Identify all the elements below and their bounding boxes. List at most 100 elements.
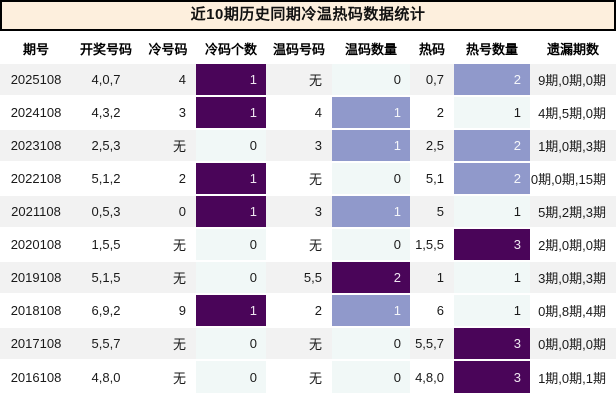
cold-count-cell: 1	[196, 62, 266, 96]
warm-numbers-cell: 3	[266, 194, 332, 228]
table-row: 2023108 2,5,3 无 0 3 1 2,5 2 1期,0期,3期	[0, 128, 616, 162]
omission-cell: 0期,8期,4期	[530, 293, 616, 327]
cold-numbers-cell: 无	[140, 260, 196, 294]
warm-count-cell: 0	[332, 227, 410, 261]
draw-numbers-cell: 5,1,2	[72, 161, 140, 195]
hot-count-cell: 1	[454, 194, 530, 228]
warm-numbers-cell: 无	[266, 161, 332, 195]
cold-warm-hot-stats-table: 期号 开奖号码 冷号码 冷码个数 温码号码 温码数量 热码 热号数量 遗漏期数 2025108 4…	[0, 35, 616, 393]
column-header-8: 遗漏期数	[530, 35, 616, 63]
warm-numbers-cell: 4	[266, 95, 332, 129]
table-body: 2025108 4,0,7 4 1 无 0 0,7 2 9期,0期,0期 2024108 4,3,2…	[0, 62, 616, 393]
cold-count-cell: 0	[196, 128, 266, 162]
hot-numbers-cell: 0,7	[410, 62, 454, 96]
draw-numbers-cell: 5,5,7	[72, 326, 140, 360]
period-cell: 2025108	[0, 62, 72, 96]
draw-numbers-cell: 1,5,5	[72, 227, 140, 261]
period-cell: 2017108	[0, 326, 72, 360]
cold-numbers-cell: 无	[140, 128, 196, 162]
cold-numbers-cell: 3	[140, 95, 196, 129]
column-header-6: 热码	[410, 35, 454, 63]
table-row: 2019108 5,1,5 无 0 5,5 2 1 1 3期,0期,3期	[0, 260, 616, 294]
omission-cell: 5期,2期,3期	[530, 194, 616, 228]
cold-count-cell: 0	[196, 359, 266, 393]
warm-numbers-cell: 无	[266, 227, 332, 261]
page-title: 近10期历史同期冷温热码数据统计	[0, 0, 616, 31]
omission-cell: 1期,0期,1期	[530, 359, 616, 393]
hot-count-cell: 2	[454, 128, 530, 162]
cold-numbers-cell: 无	[140, 326, 196, 360]
hot-count-cell: 3	[454, 326, 530, 360]
omission-cell: 0期,0期,15期	[530, 161, 616, 195]
cold-count-cell: 1	[196, 95, 266, 129]
cold-count-cell: 1	[196, 194, 266, 228]
warm-numbers-cell: 2	[266, 293, 332, 327]
warm-count-cell: 1	[332, 293, 410, 327]
period-cell: 2021108	[0, 194, 72, 228]
cold-count-cell: 1	[196, 293, 266, 327]
column-header-3: 冷码个数	[196, 35, 266, 63]
period-cell: 2022108	[0, 161, 72, 195]
warm-count-cell: 0	[332, 62, 410, 96]
omission-cell: 0期,0期,0期	[530, 326, 616, 360]
omission-cell: 1期,0期,3期	[530, 128, 616, 162]
column-header-0: 期号	[0, 35, 72, 63]
cold-count-cell: 0	[196, 227, 266, 261]
cold-numbers-cell: 无	[140, 359, 196, 393]
warm-count-cell: 1	[332, 95, 410, 129]
draw-numbers-cell: 2,5,3	[72, 128, 140, 162]
cold-count-cell: 0	[196, 260, 266, 294]
hot-numbers-cell: 5,5,7	[410, 326, 454, 360]
omission-cell: 4期,5期,0期	[530, 95, 616, 129]
warm-numbers-cell: 5,5	[266, 260, 332, 294]
draw-numbers-cell: 0,5,3	[72, 194, 140, 228]
hot-count-cell: 3	[454, 359, 530, 393]
warm-count-cell: 0	[332, 161, 410, 195]
hot-numbers-cell: 1,5,5	[410, 227, 454, 261]
period-cell: 2023108	[0, 128, 72, 162]
warm-numbers-cell: 无	[266, 62, 332, 96]
period-cell: 2016108	[0, 359, 72, 393]
table-row: 2017108 5,5,7 无 0 无 0 5,5,7 3 0期,0期,0期	[0, 326, 616, 360]
table-row: 2022108 5,1,2 2 1 无 0 5,1 2 0期,0期,15期	[0, 161, 616, 195]
hot-count-cell: 1	[454, 95, 530, 129]
warm-count-cell: 1	[332, 194, 410, 228]
table-row: 2018108 6,9,2 9 1 2 1 6 1 0期,8期,4期	[0, 293, 616, 327]
table-row: 2025108 4,0,7 4 1 无 0 0,7 2 9期,0期,0期	[0, 62, 616, 96]
draw-numbers-cell: 6,9,2	[72, 293, 140, 327]
column-header-7: 热号数量	[454, 35, 530, 63]
hot-numbers-cell: 6	[410, 293, 454, 327]
omission-cell: 3期,0期,3期	[530, 260, 616, 294]
hot-numbers-cell: 1	[410, 260, 454, 294]
draw-numbers-cell: 5,1,5	[72, 260, 140, 294]
table-row: 2021108 0,5,3 0 1 3 1 5 1 5期,2期,3期	[0, 194, 616, 228]
column-header-1: 开奖号码	[72, 35, 140, 63]
cold-numbers-cell: 4	[140, 62, 196, 96]
period-cell: 2020108	[0, 227, 72, 261]
draw-numbers-cell: 4,8,0	[72, 359, 140, 393]
warm-count-cell: 1	[332, 128, 410, 162]
hot-numbers-cell: 2	[410, 95, 454, 129]
hot-count-cell: 2	[454, 161, 530, 195]
warm-numbers-cell: 无	[266, 326, 332, 360]
cold-numbers-cell: 2	[140, 161, 196, 195]
warm-numbers-cell: 3	[266, 128, 332, 162]
draw-numbers-cell: 4,0,7	[72, 62, 140, 96]
hot-numbers-cell: 5	[410, 194, 454, 228]
hot-count-cell: 3	[454, 227, 530, 261]
cold-numbers-cell: 0	[140, 194, 196, 228]
warm-numbers-cell: 无	[266, 359, 332, 393]
cold-count-cell: 0	[196, 326, 266, 360]
table-row: 2024108 4,3,2 3 1 4 1 2 1 4期,5期,0期	[0, 95, 616, 129]
table-row: 2016108 4,8,0 无 0 无 0 4,8,0 3 1期,0期,1期	[0, 359, 616, 393]
warm-count-cell: 0	[332, 326, 410, 360]
hot-count-cell: 2	[454, 62, 530, 96]
column-header-5: 温码数量	[332, 35, 410, 63]
table-row: 2020108 1,5,5 无 0 无 0 1,5,5 3 2期,0期,0期	[0, 227, 616, 261]
cold-numbers-cell: 无	[140, 227, 196, 261]
period-cell: 2024108	[0, 95, 72, 129]
hot-count-cell: 1	[454, 293, 530, 327]
hot-numbers-cell: 4,8,0	[410, 359, 454, 393]
column-header-2: 冷号码	[140, 35, 196, 63]
period-cell: 2018108	[0, 293, 72, 327]
